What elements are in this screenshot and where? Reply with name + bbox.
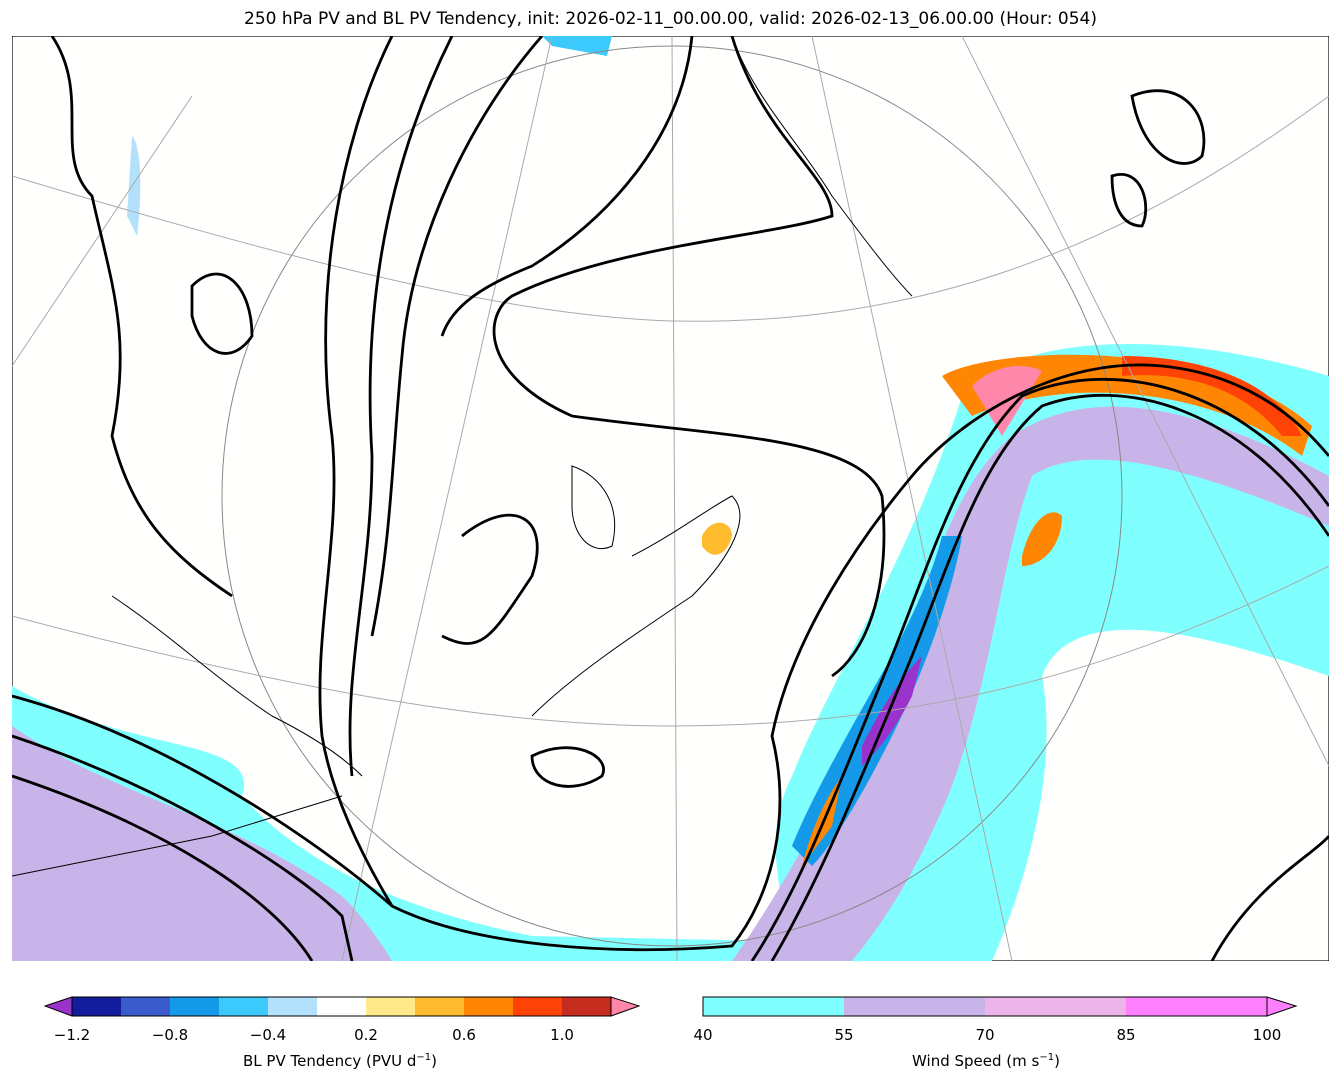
pv-contours (12, 36, 1329, 961)
pv-tendency-colorbar (44, 996, 640, 1017)
wind-speed-colorbar (702, 996, 1298, 1017)
plot-title: 250 hPa PV and BL PV Tendency, init: 202… (244, 9, 1097, 29)
colorbar-over-arrow (610, 996, 640, 1017)
colorbar-bin (985, 997, 1126, 1016)
colorbar-bin (513, 997, 562, 1016)
coastlines (12, 36, 913, 877)
colorbar-bin (415, 997, 464, 1016)
colorbar-bin (844, 997, 985, 1016)
wind-speed-shading (12, 36, 1329, 961)
colorbar-bin (219, 997, 268, 1016)
colorbar-tick-label: 0.2 (354, 1026, 378, 1044)
colorbar-under-arrow (44, 996, 73, 1017)
colorbar-bin (121, 997, 170, 1016)
colorbar-bin (703, 997, 844, 1016)
colorbar-tick-label: −0.4 (249, 1026, 287, 1044)
colorbar-tick-label: −1.2 (53, 1026, 91, 1044)
pv-tendency-colorbar-label: BL PV Tendency (PVU d−1) (242, 1052, 438, 1070)
map-panel (12, 36, 1329, 961)
colorbar-tick-label: 85 (1116, 1026, 1136, 1044)
colorbar-bin (1126, 997, 1267, 1016)
colorbar-bin (464, 997, 513, 1016)
colorbar-over-arrow (1266, 996, 1298, 1017)
colorbar-tick-label: 1.0 (550, 1026, 574, 1044)
colorbar-bin (170, 997, 219, 1016)
colorbar-tick-label: 70 (975, 1026, 995, 1044)
colorbar-bin (317, 997, 366, 1016)
wind-speed-colorbar-label: Wind Speed (m s−1) (912, 1052, 1060, 1070)
colorbar-tick-label: −0.8 (151, 1026, 189, 1044)
colorbar-tick-label: 40 (693, 1026, 713, 1044)
colorbar-tick-label: 55 (834, 1026, 854, 1044)
colorbar-bin (268, 997, 317, 1016)
colorbar-bin (562, 997, 611, 1016)
colorbar-tick-label: 0.6 (452, 1026, 476, 1044)
colorbar-bin (366, 997, 415, 1016)
colorbar-tick-label: 100 (1252, 1026, 1282, 1044)
colorbar-bin (72, 997, 121, 1016)
